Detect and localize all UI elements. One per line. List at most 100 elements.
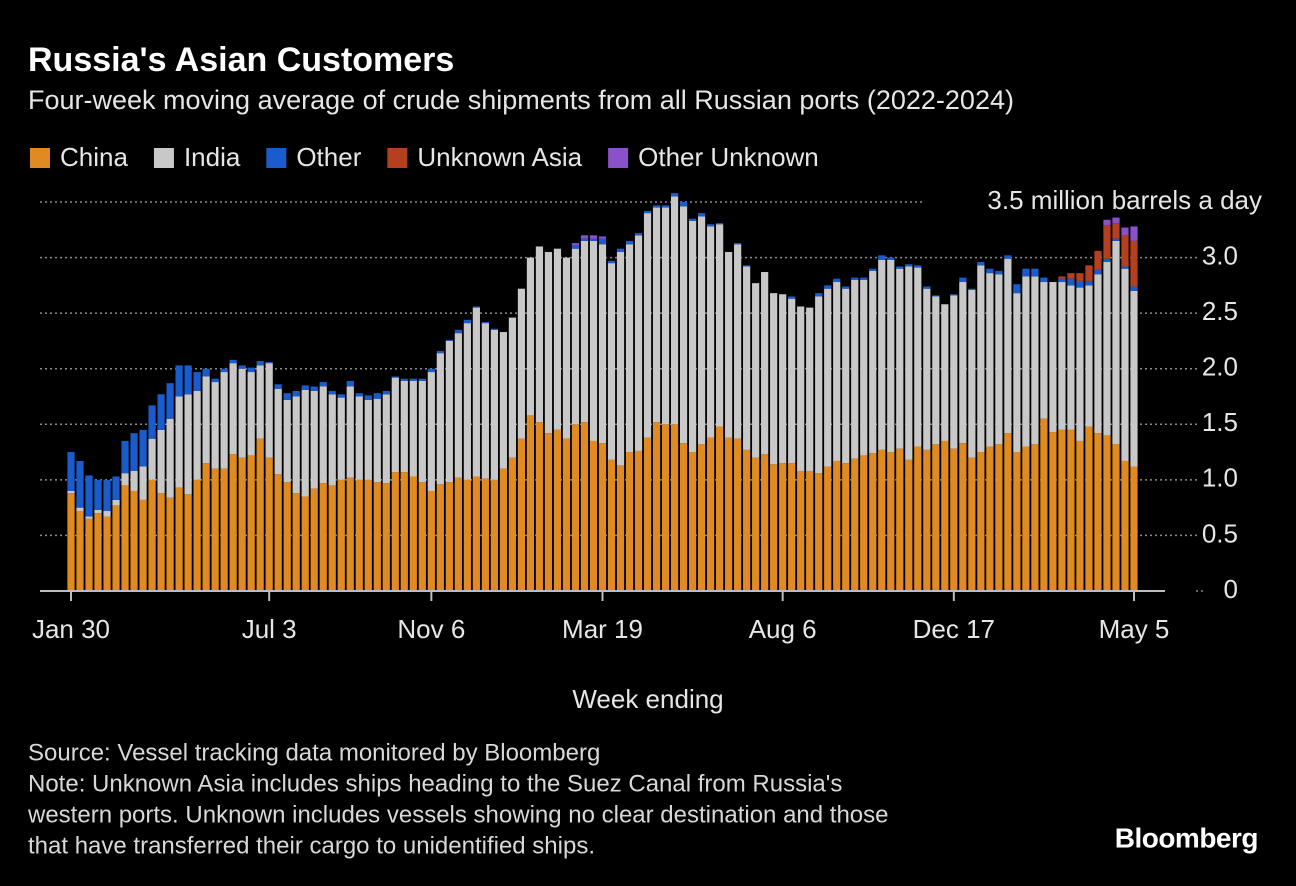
bar-segment <box>941 304 949 441</box>
bar-segment <box>283 482 291 591</box>
bar-segment <box>193 390 201 480</box>
bar-segment <box>481 322 489 324</box>
bar-segment <box>950 295 958 449</box>
bar-segment <box>211 378 219 383</box>
bar-segment <box>797 470 805 591</box>
bar-segment <box>121 473 129 486</box>
bar-segment <box>247 372 255 456</box>
bar-segment <box>562 438 571 591</box>
bar-segment <box>1049 282 1057 433</box>
bar-segment <box>643 437 652 591</box>
bar-segment <box>1130 286 1138 291</box>
bar-segment <box>409 378 417 381</box>
bar-segment <box>283 393 291 400</box>
bar-segment <box>598 238 607 245</box>
bar-segment <box>157 394 165 430</box>
bar-segment <box>616 465 625 591</box>
bar-segment <box>211 382 219 469</box>
bar-segment <box>580 235 589 239</box>
bar-segment <box>454 329 462 334</box>
bar-segment <box>382 390 390 395</box>
bar-segment <box>220 372 228 469</box>
bar-segment <box>1058 278 1066 283</box>
bar-segment <box>1076 287 1084 441</box>
bar-segment <box>76 507 84 511</box>
bar-segment <box>346 477 354 591</box>
x-tick-label: May 5 <box>1099 614 1170 644</box>
bar-segment <box>607 263 616 460</box>
bar-segment <box>427 490 435 591</box>
bar-segment <box>707 437 715 591</box>
bar-segment <box>851 458 859 591</box>
bar-segment <box>734 438 742 591</box>
bar-segment <box>220 468 228 591</box>
bar-segment <box>382 394 390 484</box>
y-tick-label: 0 <box>1224 574 1238 604</box>
bar-segment <box>995 270 1003 275</box>
bar-segment <box>184 365 192 395</box>
bar-segment <box>1130 226 1138 241</box>
bar-segment <box>1094 250 1102 270</box>
bar-segment <box>860 277 868 280</box>
bar-segment <box>716 426 724 591</box>
bar-segment <box>238 365 246 369</box>
bar-segment <box>193 479 201 591</box>
bar-segment <box>950 448 958 591</box>
bar-segment <box>373 482 381 591</box>
bar-segment <box>1058 282 1066 430</box>
y-tick-label: 3.0 <box>1202 240 1238 270</box>
bar-segment <box>661 207 670 425</box>
bar-segment <box>634 450 643 591</box>
bar-segment <box>571 245 580 249</box>
bar-segment <box>625 244 634 453</box>
bar-segment <box>157 493 165 591</box>
legend-label: Other <box>296 142 361 172</box>
bar-segment <box>562 257 571 439</box>
bar-segment <box>202 368 210 377</box>
footnote: Source: Vessel tracking data monitored b… <box>28 739 600 766</box>
bar-segment <box>67 493 75 591</box>
bar-segment <box>923 286 931 289</box>
bar-segment <box>806 307 814 471</box>
bar-segment <box>1130 466 1138 591</box>
bar-segment <box>679 202 688 207</box>
bar-segment <box>598 443 607 591</box>
bar-segment <box>959 443 967 591</box>
bar-segment <box>688 452 697 591</box>
bar-segment <box>454 477 462 591</box>
bar-segment <box>788 298 796 464</box>
bar-segment <box>490 479 498 591</box>
bar-segment <box>1121 235 1129 267</box>
bar-segment <box>887 257 895 260</box>
bar-segment <box>842 463 850 591</box>
bar-segment <box>337 394 345 398</box>
bar-segment <box>292 396 300 494</box>
bar-segment <box>67 490 75 494</box>
bar-segment <box>121 485 129 591</box>
bar-segment <box>382 483 390 591</box>
bar-segment <box>734 244 742 439</box>
bar-segment <box>607 260 616 264</box>
bar-segment <box>905 266 913 460</box>
bar-segment <box>184 494 192 591</box>
bar-segment <box>238 368 246 458</box>
bar-segment <box>589 440 598 591</box>
bar-segment <box>1004 258 1012 434</box>
bar-segment <box>292 493 300 591</box>
bar-segment <box>229 359 237 364</box>
bar-segment <box>463 319 471 324</box>
bar-segment <box>1013 284 1021 294</box>
bar-segment <box>526 415 535 591</box>
bar-segment <box>923 288 931 450</box>
bar-segment <box>1103 435 1111 591</box>
bar-segment <box>400 380 408 473</box>
bar-segment <box>247 367 255 373</box>
bar-segment <box>166 497 174 591</box>
bar-segment <box>202 376 210 464</box>
bar-segment <box>770 293 778 465</box>
legend-label: Unknown Asia <box>417 142 582 172</box>
bar-segment <box>175 365 183 397</box>
bar-segment <box>869 453 877 591</box>
bar-segment <box>265 362 273 364</box>
bar-segment <box>409 380 417 477</box>
